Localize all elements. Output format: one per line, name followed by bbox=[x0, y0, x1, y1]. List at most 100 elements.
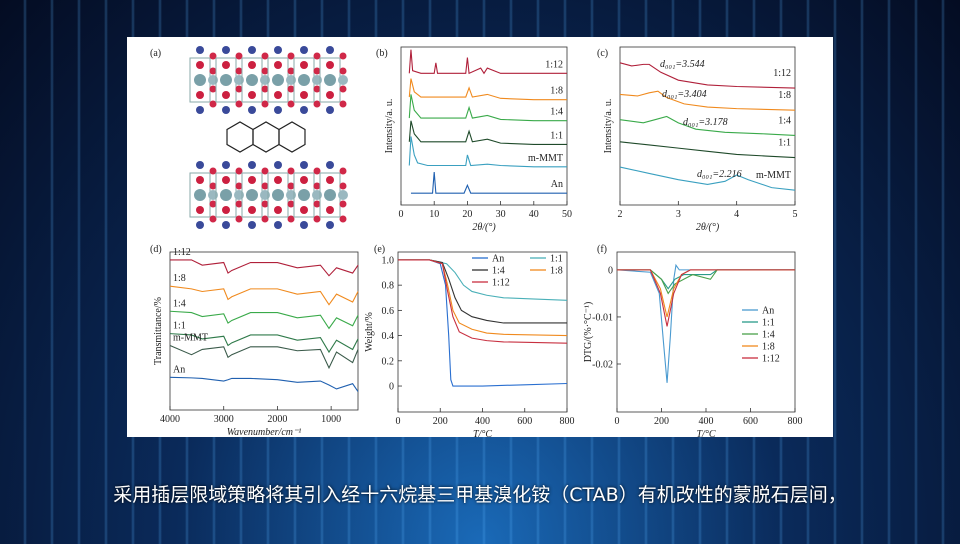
atom bbox=[222, 61, 230, 69]
atom bbox=[339, 100, 347, 108]
series-line bbox=[408, 78, 567, 101]
series-label: 1:8 bbox=[778, 90, 791, 101]
y-axis-label: Weight/% bbox=[364, 312, 375, 352]
atom bbox=[248, 91, 256, 99]
atom bbox=[326, 106, 334, 114]
atom bbox=[209, 85, 217, 93]
benzene-ring bbox=[278, 121, 306, 153]
series-line bbox=[619, 90, 796, 111]
x-tick-label: 400 bbox=[699, 416, 714, 427]
series-line bbox=[169, 285, 359, 306]
atom bbox=[274, 106, 282, 114]
atom bbox=[261, 182, 269, 190]
panel-label: (e) bbox=[374, 244, 385, 255]
series-label: 1:8 bbox=[173, 273, 186, 284]
legend-label: 1:1 bbox=[550, 254, 563, 265]
atom bbox=[326, 176, 334, 184]
atom bbox=[287, 167, 295, 175]
atom bbox=[248, 176, 256, 184]
atom bbox=[313, 215, 321, 223]
atom bbox=[248, 106, 256, 114]
atom bbox=[222, 106, 230, 114]
x-tick-label: 200 bbox=[654, 416, 669, 427]
x-axis-label: T/°C bbox=[473, 429, 492, 437]
x-tick-label: 1000 bbox=[321, 414, 341, 425]
x-tick-label: 800 bbox=[788, 416, 803, 427]
legend-label: 1:8 bbox=[762, 342, 775, 353]
atom bbox=[248, 161, 256, 169]
series-line bbox=[398, 259, 567, 324]
atom bbox=[261, 215, 269, 223]
y-tick-label: 0.6 bbox=[382, 306, 395, 317]
atom bbox=[222, 161, 230, 169]
atom bbox=[300, 106, 308, 114]
atom bbox=[324, 189, 336, 201]
atom bbox=[300, 176, 308, 184]
atom bbox=[235, 215, 243, 223]
atom bbox=[274, 206, 282, 214]
atom bbox=[300, 46, 308, 54]
panel-label: (f) bbox=[597, 244, 607, 255]
atom bbox=[274, 46, 282, 54]
series-label: 1:4 bbox=[778, 115, 791, 126]
atom bbox=[339, 52, 347, 60]
atom bbox=[196, 176, 204, 184]
annotation: d₀₀₁=3.404 bbox=[662, 89, 707, 100]
y-tick-label: 1.0 bbox=[382, 255, 395, 266]
atom bbox=[235, 67, 243, 75]
atom bbox=[261, 167, 269, 175]
x-tick-label: 5 bbox=[793, 209, 798, 220]
x-axis-label: 2θ/(°) bbox=[696, 222, 720, 233]
subtitle: 采用插层限域策略将其引入经十六烷基三甲基溴化铵（CTAB）有机改性的蒙脱石层间， bbox=[113, 484, 847, 506]
annotation: d₀₀₁=3.544 bbox=[660, 59, 705, 70]
atom bbox=[196, 91, 204, 99]
series-line bbox=[170, 259, 359, 277]
series-line bbox=[617, 269, 795, 295]
y-tick-label: -0.02 bbox=[592, 360, 613, 371]
atom bbox=[326, 61, 334, 69]
series-label: m-MMT bbox=[756, 170, 791, 181]
atom bbox=[313, 182, 321, 190]
molecule-structure bbox=[189, 46, 348, 229]
atom bbox=[272, 74, 284, 86]
y-tick-label: 0.8 bbox=[382, 281, 395, 292]
atom bbox=[298, 74, 310, 86]
x-axis-label: Wavenumber/cm⁻¹ bbox=[227, 427, 302, 437]
series-label: An bbox=[173, 364, 185, 375]
atom bbox=[196, 61, 204, 69]
legend-label: 1:4 bbox=[492, 266, 505, 277]
x-axis-label: 2θ/(°) bbox=[472, 222, 496, 233]
panel-label: (b) bbox=[376, 48, 388, 59]
atom bbox=[248, 206, 256, 214]
series-line bbox=[619, 115, 796, 137]
atom bbox=[248, 46, 256, 54]
legend-label: 1:12 bbox=[492, 278, 510, 289]
atom bbox=[339, 215, 347, 223]
atom bbox=[287, 100, 295, 108]
series-line bbox=[619, 62, 796, 89]
atom bbox=[222, 46, 230, 54]
atom bbox=[274, 61, 282, 69]
atom bbox=[326, 91, 334, 99]
atom bbox=[313, 167, 321, 175]
atom bbox=[339, 200, 347, 208]
atom bbox=[326, 46, 334, 54]
series-line bbox=[169, 310, 359, 330]
atom bbox=[196, 106, 204, 114]
atom bbox=[235, 182, 243, 190]
y-axis-label: Intensity/a. u. bbox=[384, 99, 395, 154]
plot-frame bbox=[400, 46, 568, 206]
x-tick-label: 10 bbox=[429, 209, 439, 220]
atom bbox=[261, 52, 269, 60]
annotation: d₀₀₁=3.178 bbox=[683, 117, 728, 128]
x-tick-label: 600 bbox=[743, 416, 758, 427]
panel-label: (d) bbox=[150, 244, 162, 255]
x-tick-label: 2 bbox=[618, 209, 623, 220]
series-label: An bbox=[551, 179, 563, 190]
atom bbox=[274, 221, 282, 229]
legend-label: 1:1 bbox=[762, 318, 775, 329]
x-tick-label: 600 bbox=[517, 416, 532, 427]
atom bbox=[235, 52, 243, 60]
atom bbox=[235, 100, 243, 108]
